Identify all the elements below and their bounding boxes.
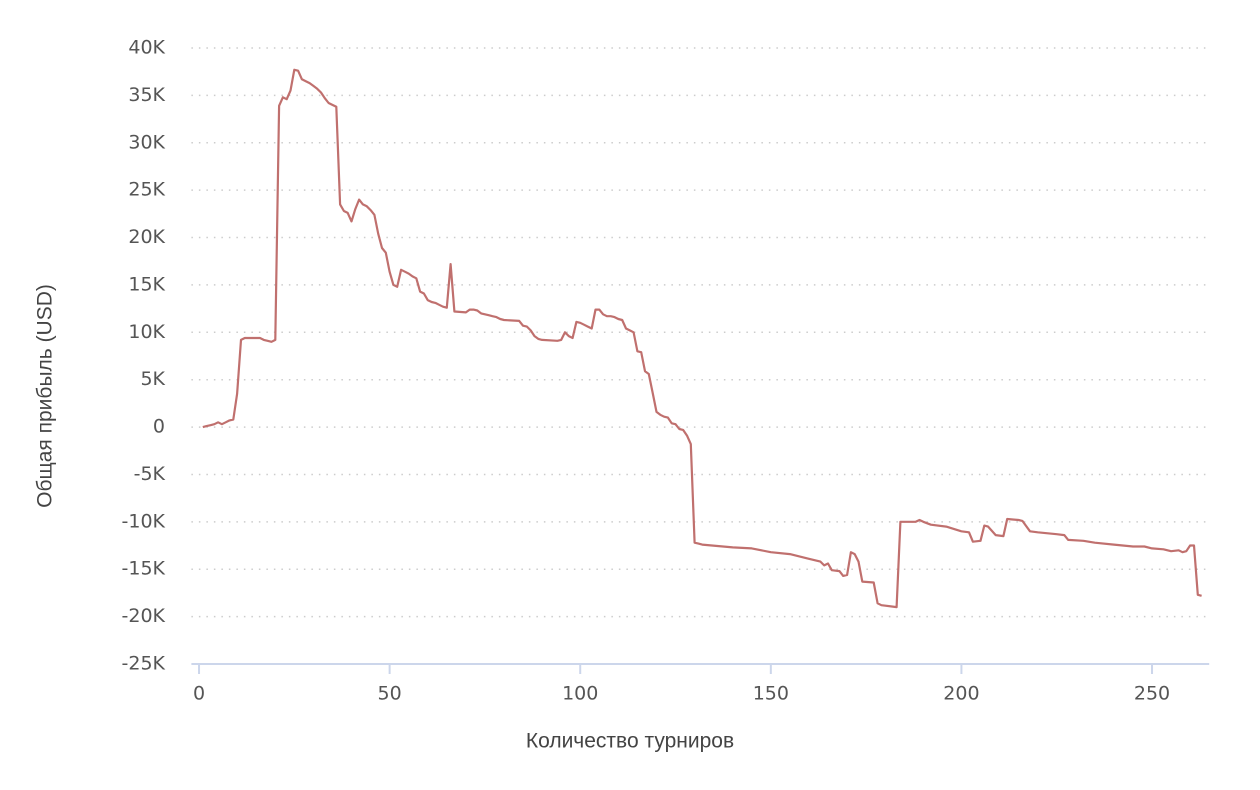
y-tick-label: -10K [122, 510, 166, 532]
x-tick-label: 200 [943, 683, 979, 705]
x-tick-label: 150 [753, 683, 789, 705]
x-tick-label: 100 [562, 683, 598, 705]
x-tick-label: 50 [378, 683, 402, 705]
y-tick-label: 0 [153, 416, 165, 438]
x-tick-label: 250 [1134, 683, 1170, 705]
y-tick-label: 20K [128, 226, 165, 248]
y-tick-label: -25K [122, 653, 166, 675]
y-tick-label: -20K [122, 605, 166, 627]
y-tick-label: 40K [128, 37, 165, 59]
y-tick-label: 5K [140, 368, 165, 390]
data-line [202, 68, 1202, 609]
x-axis-title: Количество турниров [526, 730, 734, 753]
y-tick-label: 35K [128, 84, 165, 106]
y-tick-label: 25K [128, 179, 165, 201]
y-tick-label: -5K [134, 463, 166, 485]
y-tick-label: 10K [128, 321, 165, 343]
y-tick-label: 30K [128, 131, 165, 153]
y-axis-title: Общая прибыль (USD) [34, 284, 57, 508]
y-tick-label: -15K [122, 558, 166, 580]
y-tick-label: 15K [128, 273, 165, 295]
x-tick-label: 0 [193, 683, 205, 705]
